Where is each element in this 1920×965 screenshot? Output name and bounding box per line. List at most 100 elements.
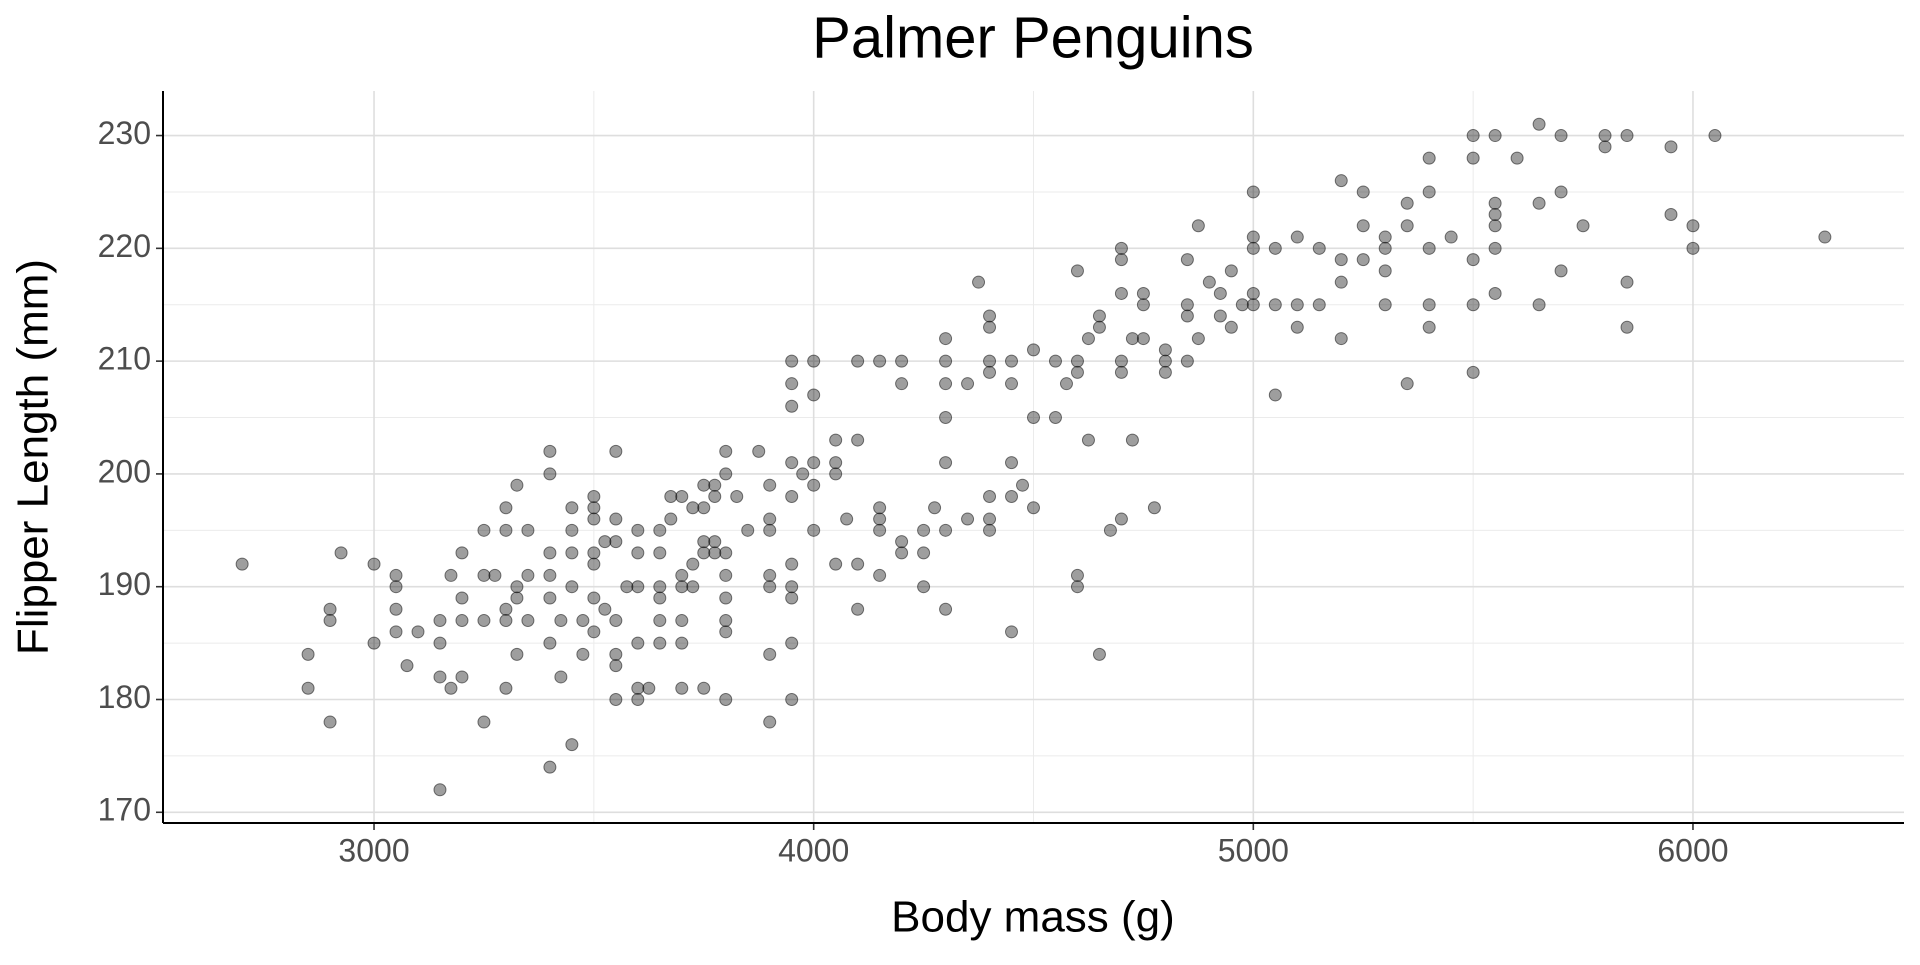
point xyxy=(235,557,249,571)
point xyxy=(1686,219,1700,233)
point xyxy=(1048,354,1062,368)
point xyxy=(499,501,513,515)
point xyxy=(1378,264,1392,278)
point xyxy=(400,659,414,673)
y-axis-title: Flipper Length (mm) xyxy=(9,259,58,655)
point xyxy=(719,625,733,639)
point xyxy=(763,523,777,537)
point xyxy=(939,332,953,346)
point xyxy=(807,354,821,368)
point xyxy=(1598,129,1612,143)
point xyxy=(609,614,623,628)
point xyxy=(840,512,854,526)
point xyxy=(543,591,557,605)
point xyxy=(334,546,348,560)
point xyxy=(1191,219,1205,233)
point xyxy=(653,636,667,650)
point xyxy=(1114,286,1128,300)
y-tick-label: 200 xyxy=(98,453,151,489)
point xyxy=(1620,320,1634,334)
point xyxy=(763,715,777,729)
point xyxy=(939,602,953,616)
point xyxy=(653,580,667,594)
point xyxy=(719,568,733,582)
point xyxy=(851,557,865,571)
point xyxy=(708,535,722,549)
point xyxy=(873,568,887,582)
point xyxy=(1158,343,1172,357)
x-axis-title: Body mass (g) xyxy=(891,893,1175,942)
point xyxy=(1290,298,1304,312)
point xyxy=(521,568,535,582)
point xyxy=(807,456,821,470)
point xyxy=(1400,196,1414,210)
point xyxy=(1191,332,1205,346)
point xyxy=(301,681,315,695)
point xyxy=(455,614,469,628)
point xyxy=(719,444,733,458)
x-tick-label: 4000 xyxy=(778,832,849,868)
point xyxy=(1224,320,1238,334)
point xyxy=(1620,275,1634,289)
point xyxy=(565,523,579,537)
point xyxy=(961,377,975,391)
point xyxy=(1466,129,1480,143)
point xyxy=(1708,129,1722,143)
point xyxy=(1114,253,1128,267)
point xyxy=(609,647,623,661)
point xyxy=(763,647,777,661)
point xyxy=(521,523,535,537)
point xyxy=(1180,253,1194,267)
y-tick-label: 230 xyxy=(98,115,151,151)
point xyxy=(1027,411,1040,425)
point xyxy=(477,523,491,537)
point xyxy=(1422,298,1436,312)
point xyxy=(895,354,909,368)
point xyxy=(1818,230,1832,244)
point xyxy=(389,580,403,594)
point xyxy=(554,614,568,628)
point xyxy=(1027,501,1040,515)
point xyxy=(730,489,744,503)
point xyxy=(543,467,557,481)
point xyxy=(598,535,612,549)
point xyxy=(1334,253,1348,267)
point xyxy=(510,591,524,605)
point xyxy=(807,478,821,492)
point xyxy=(675,580,689,594)
point xyxy=(917,580,931,594)
point xyxy=(1070,264,1084,278)
y-tick-label: 180 xyxy=(98,679,151,715)
point xyxy=(873,501,887,515)
point xyxy=(323,614,337,628)
point xyxy=(653,523,667,537)
point xyxy=(543,444,557,458)
point xyxy=(444,681,458,695)
point xyxy=(411,625,425,639)
point xyxy=(1488,241,1502,255)
point xyxy=(675,489,689,503)
point xyxy=(785,399,799,413)
point xyxy=(664,512,678,526)
point xyxy=(653,546,667,560)
point xyxy=(1620,129,1634,143)
y-tick-label: 210 xyxy=(98,341,151,377)
point xyxy=(631,580,645,594)
point xyxy=(587,489,601,503)
point xyxy=(939,354,953,368)
point xyxy=(565,546,579,560)
point xyxy=(1400,219,1414,233)
point xyxy=(1378,241,1392,255)
point xyxy=(1532,117,1546,131)
point xyxy=(1554,264,1568,278)
point xyxy=(1422,185,1436,199)
point xyxy=(785,591,799,605)
point xyxy=(1246,230,1260,244)
point xyxy=(686,501,700,515)
point xyxy=(653,591,667,605)
point xyxy=(444,568,458,582)
point xyxy=(708,478,722,492)
point xyxy=(1070,568,1084,582)
